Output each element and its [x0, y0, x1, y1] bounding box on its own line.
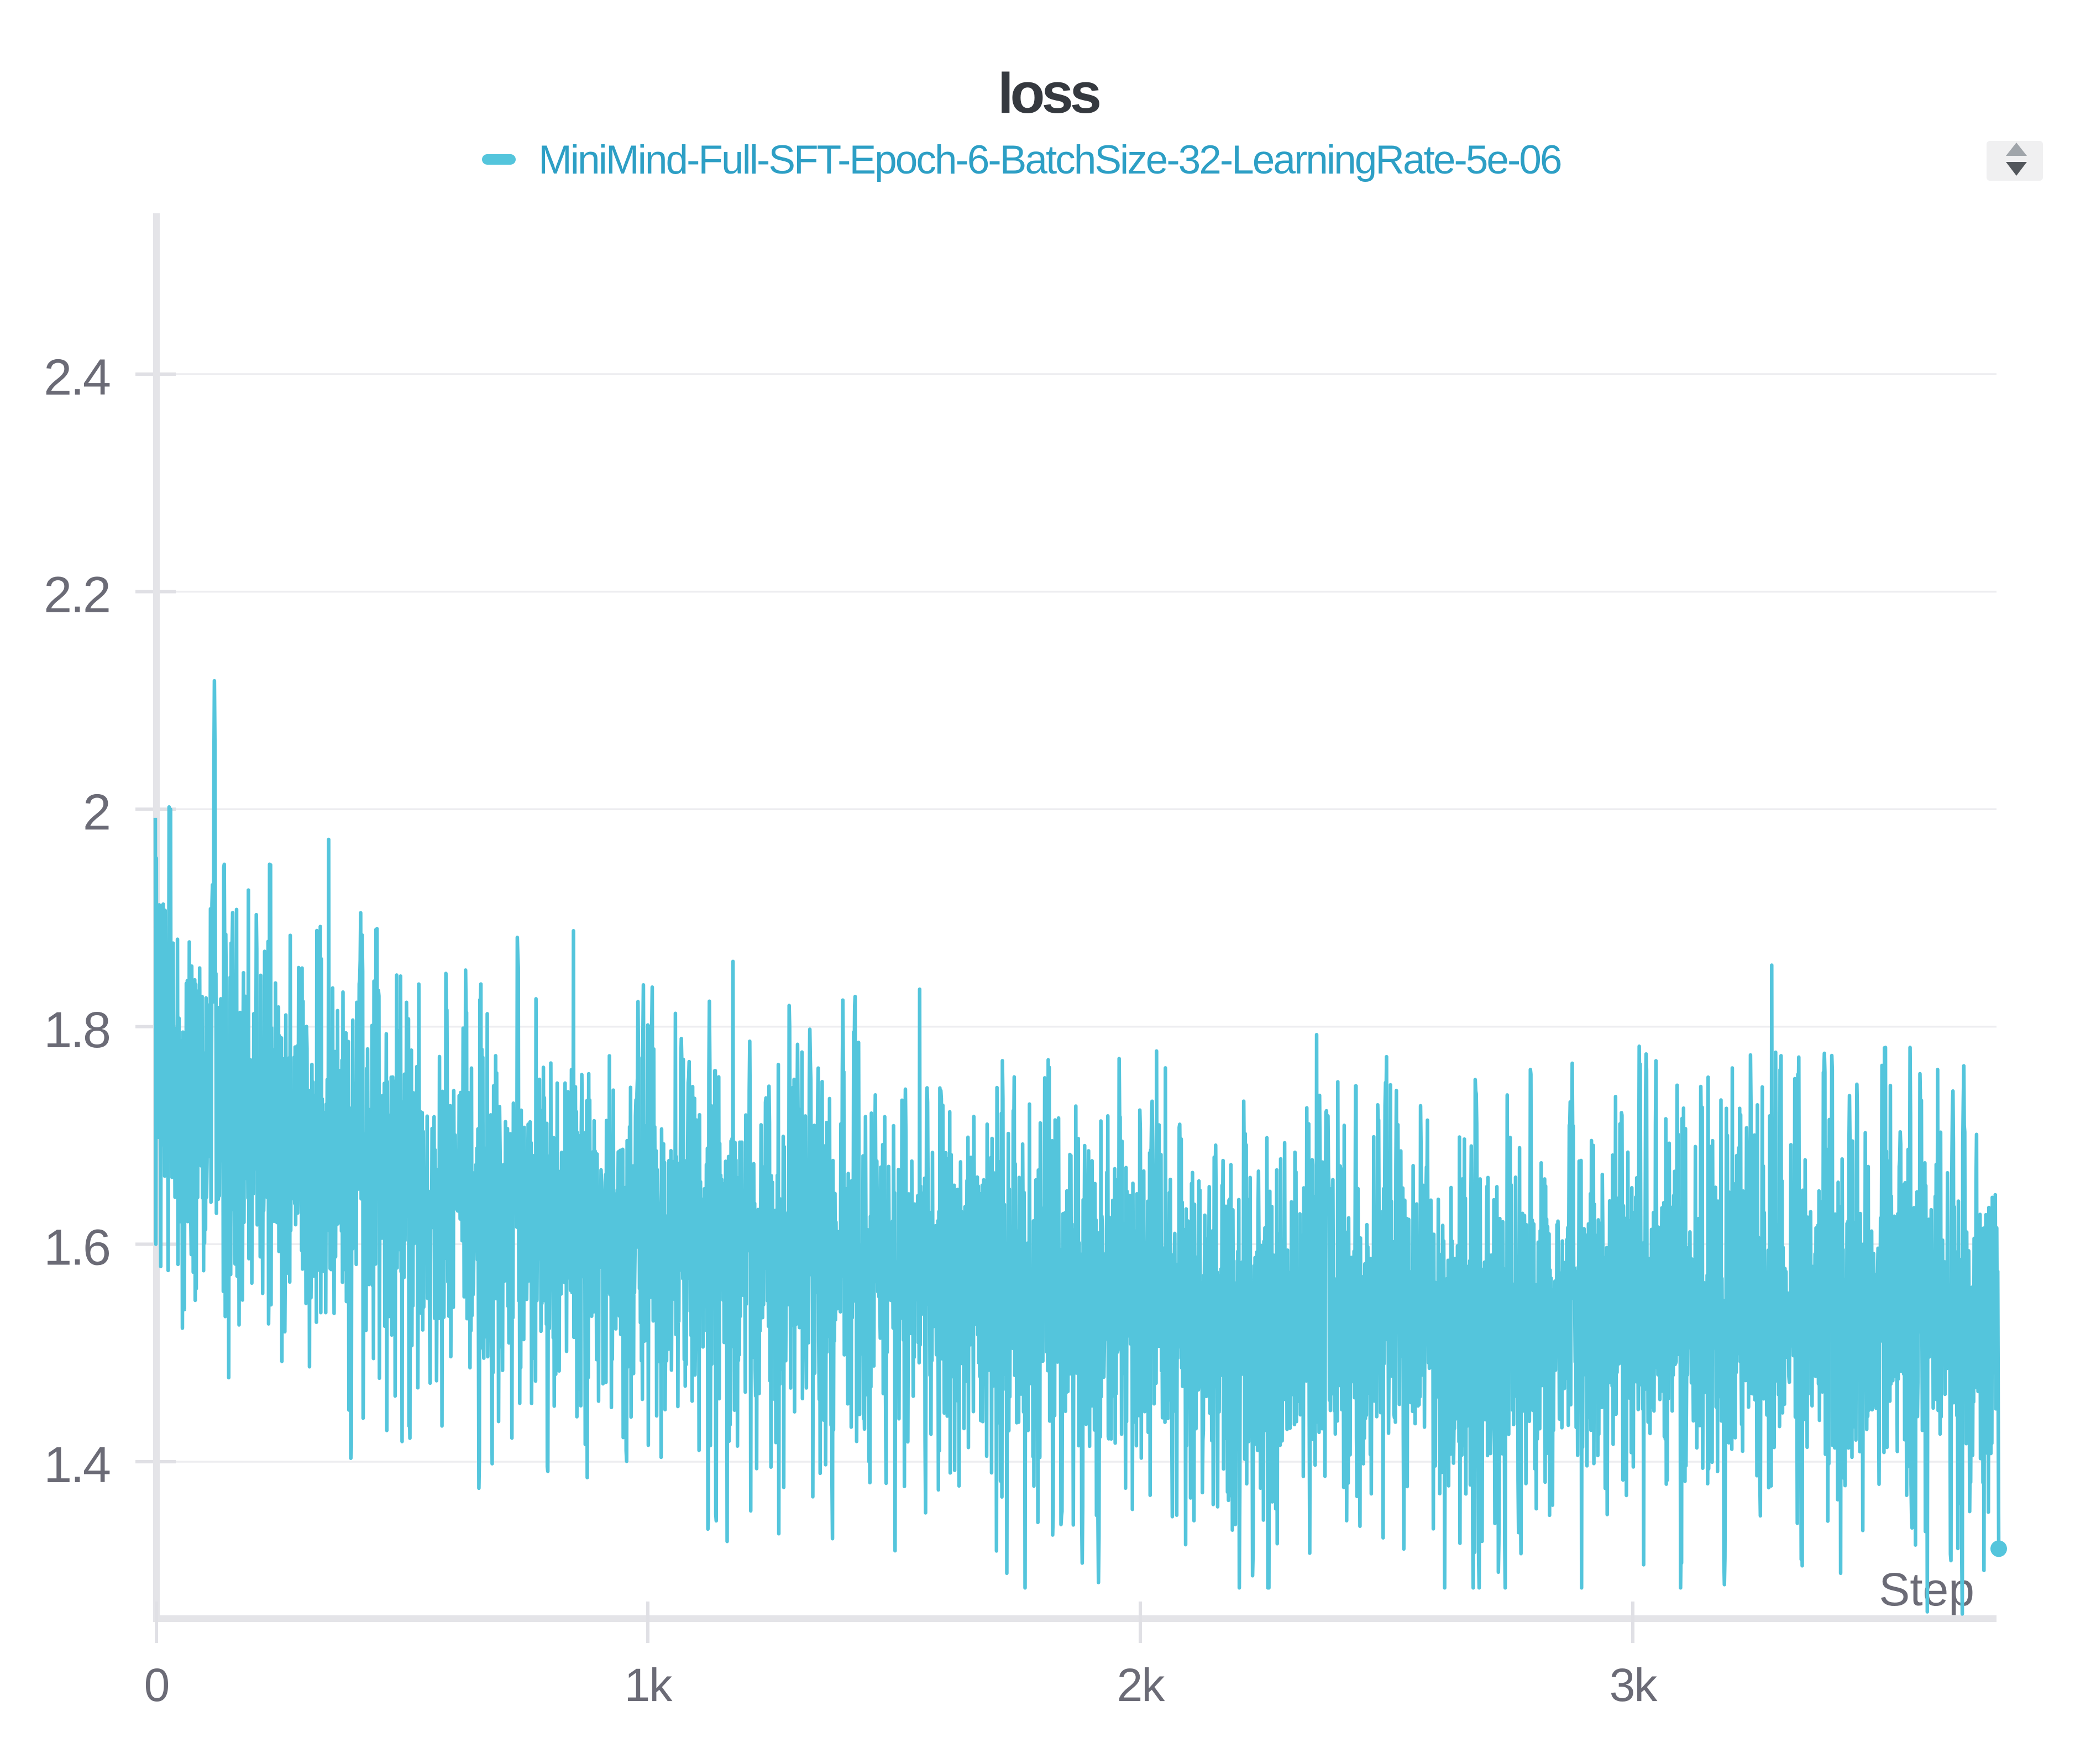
svg-text:2k: 2k — [1117, 1659, 1166, 1711]
svg-text:loss: loss — [998, 61, 1100, 125]
svg-text:1.6: 1.6 — [44, 1219, 109, 1275]
svg-text:1.4: 1.4 — [44, 1437, 110, 1493]
svg-text:1.8: 1.8 — [44, 1002, 109, 1058]
svg-text:2: 2 — [83, 784, 109, 841]
svg-text:0: 0 — [144, 1659, 169, 1711]
svg-text:2.4: 2.4 — [44, 349, 110, 406]
svg-text:2.2: 2.2 — [44, 567, 109, 623]
svg-text:MiniMind-Full-SFT-Epoch-6-Batc: MiniMind-Full-SFT-Epoch-6-BatchSize-32-L… — [538, 138, 1561, 182]
svg-text:1k: 1k — [625, 1659, 673, 1711]
svg-text:3k: 3k — [1610, 1659, 1658, 1711]
